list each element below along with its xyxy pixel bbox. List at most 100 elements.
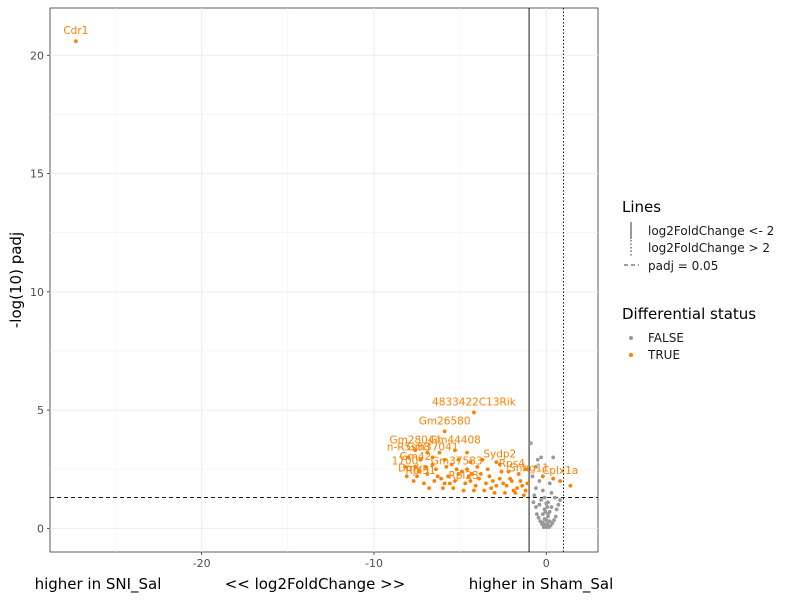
- gene-label: Gm44408: [429, 434, 481, 446]
- gene-label: Gm37041: [407, 441, 459, 453]
- point-false: [553, 514, 558, 519]
- point-false: [546, 512, 550, 517]
- point-true: [425, 472, 430, 476]
- point-false: [547, 481, 552, 486]
- point-false: [538, 519, 543, 524]
- point-false: [549, 505, 554, 509]
- gene-label: Rpl31: [405, 465, 435, 477]
- point-false: [528, 441, 533, 446]
- status-legend-title: Differential status: [622, 305, 756, 323]
- y-tick-label: 5: [37, 404, 44, 417]
- point-true: [434, 467, 438, 472]
- point-true: [442, 481, 447, 486]
- point-false: [542, 495, 547, 500]
- legend-false-label: FALSE: [648, 331, 684, 345]
- gene-label: 4833422C13Rik: [432, 396, 517, 408]
- point-true: [413, 464, 418, 469]
- point-false: [550, 521, 555, 526]
- point-true: [73, 39, 78, 44]
- point-true: [494, 460, 499, 465]
- point-true: [504, 483, 509, 488]
- point-true: [447, 481, 452, 486]
- point-true: [404, 474, 409, 479]
- point-true: [520, 483, 525, 488]
- point-true: [468, 479, 473, 483]
- point-true: [509, 479, 514, 483]
- point-true: [487, 474, 492, 479]
- point-true: [441, 486, 445, 491]
- x-tick-label: 0: [543, 557, 550, 570]
- point-true: [444, 464, 449, 469]
- point-true: [456, 457, 461, 462]
- point-true: [506, 469, 511, 474]
- grid-lines: [50, 8, 598, 552]
- gene-label: Gm26580: [419, 415, 471, 427]
- point-true: [568, 483, 573, 488]
- point-false: [549, 490, 554, 495]
- lines-legend-title: Lines: [622, 198, 661, 216]
- point-false: [535, 457, 540, 462]
- point-true: [494, 483, 499, 488]
- point-true: [478, 472, 483, 476]
- point-false: [543, 509, 548, 514]
- point-true: [453, 479, 457, 483]
- gene-label: Cdr1: [63, 25, 88, 37]
- point-false: [544, 518, 549, 522]
- point-false: [558, 498, 562, 502]
- point-true: [432, 479, 437, 483]
- point-true: [523, 488, 528, 493]
- point-true: [413, 448, 418, 453]
- point-false: [534, 464, 538, 469]
- axes: -20 -10 0 0 5 10 15 20: [30, 49, 550, 570]
- y-tick-label: 10: [30, 286, 44, 299]
- point-true: [523, 467, 528, 472]
- point-true: [485, 467, 490, 472]
- point-false: [544, 501, 549, 506]
- point-false: [539, 498, 544, 502]
- point-true: [551, 476, 556, 481]
- point-labels: Cdr1 4833422C13Rik Gm26580 Gm28044Gm44408n-…: [63, 25, 578, 482]
- y-tick-label: 15: [30, 168, 44, 181]
- y-axis-title: -log(10) padj: [7, 232, 25, 328]
- point-true: [511, 488, 516, 493]
- point-true: [475, 464, 480, 469]
- gene-label: Snhg11: [509, 463, 549, 475]
- point-true: [525, 481, 530, 486]
- point-true: [472, 410, 476, 415]
- point-true: [415, 474, 419, 479]
- legend-dotted-line-label: log2FoldChange > 2: [648, 241, 770, 255]
- legend-true-marker: [629, 353, 633, 357]
- point-false: [532, 493, 537, 498]
- point-true: [456, 472, 461, 476]
- point-true: [470, 472, 475, 476]
- point-true: [451, 486, 456, 491]
- point-true: [480, 457, 485, 462]
- point-true: [459, 469, 464, 474]
- x-axis-right-caption: higher in Sham_Sal: [469, 575, 614, 594]
- y-tick-label: 20: [30, 49, 44, 62]
- gene-label: 1700: [392, 456, 419, 468]
- gene-label: n-R5s88: [387, 441, 430, 453]
- point-false: [556, 502, 561, 507]
- point-true: [437, 450, 442, 455]
- point-true: [423, 464, 428, 469]
- point-true: [484, 481, 488, 486]
- point-true: [454, 467, 459, 472]
- legend-true-label: TRUE: [647, 348, 680, 362]
- point-false: [539, 455, 544, 460]
- gene-label: Rpl23: [448, 470, 478, 482]
- point-true: [558, 479, 562, 483]
- gene-label: Gm42: [399, 451, 431, 463]
- point-true: [477, 476, 481, 481]
- point-false: [540, 512, 545, 517]
- point-true: [521, 493, 526, 498]
- point-true: [442, 429, 447, 434]
- point-false: [537, 502, 542, 507]
- point-true: [425, 450, 430, 455]
- gene-label: Dmkn: [398, 463, 429, 475]
- point-true: [482, 488, 487, 493]
- gene-label: Sydp2: [483, 448, 516, 460]
- reference-lines: [50, 8, 598, 552]
- x-tick-label: -20: [193, 557, 211, 570]
